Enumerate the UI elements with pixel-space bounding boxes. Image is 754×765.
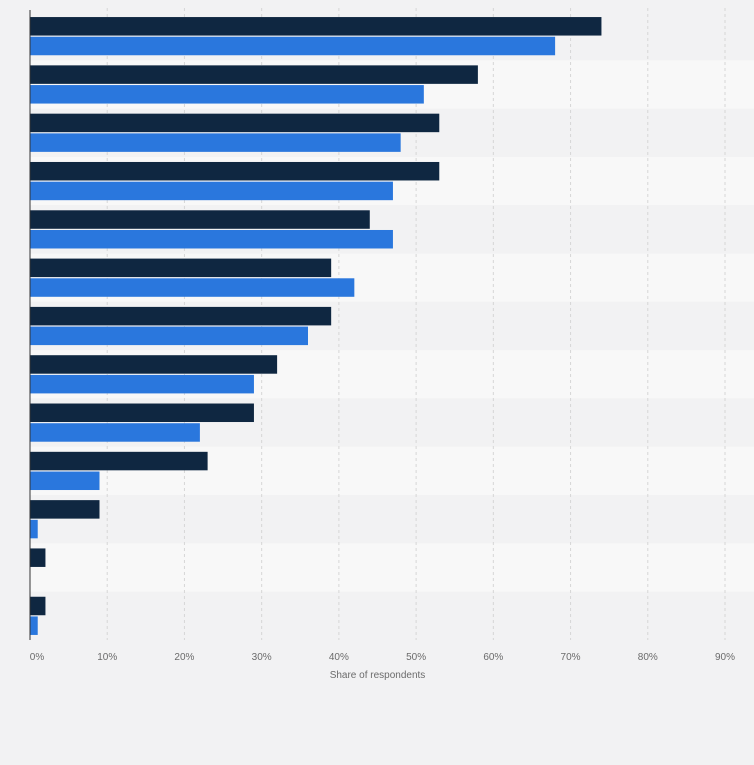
row-band bbox=[30, 495, 754, 544]
bar bbox=[30, 161, 440, 181]
bar bbox=[30, 65, 478, 84]
x-tick-label: 10% bbox=[97, 652, 117, 663]
bars bbox=[30, 17, 602, 635]
bar bbox=[30, 113, 440, 133]
bar bbox=[30, 181, 393, 201]
x-tick-labels: 0% 10% 20% 30% 40% 50% 60% 70% 80% 90% bbox=[30, 652, 735, 663]
bar bbox=[30, 355, 278, 374]
bar bbox=[30, 403, 254, 423]
bar bbox=[30, 471, 100, 491]
bar bbox=[30, 596, 46, 616]
bar bbox=[30, 374, 254, 394]
bar bbox=[30, 306, 332, 326]
bar bbox=[30, 616, 38, 635]
bar bbox=[30, 519, 38, 539]
x-tick-label: 40% bbox=[329, 652, 349, 663]
bar bbox=[30, 210, 370, 229]
bar bbox=[30, 133, 401, 152]
bar bbox=[30, 229, 393, 249]
row-bands bbox=[30, 12, 754, 640]
x-tick-label: 80% bbox=[638, 652, 658, 663]
bar bbox=[30, 423, 200, 442]
x-tick-label: 0% bbox=[30, 652, 45, 663]
row-band bbox=[30, 591, 754, 640]
bar bbox=[30, 17, 602, 36]
x-tick-label: 70% bbox=[561, 652, 581, 663]
row-band bbox=[30, 543, 754, 592]
bar bbox=[30, 548, 46, 567]
bar bbox=[30, 36, 556, 56]
bar bbox=[30, 451, 208, 471]
bar bbox=[30, 278, 355, 297]
x-axis-title: Share of respondents bbox=[330, 670, 426, 681]
x-tick-label: 50% bbox=[406, 652, 426, 663]
bar bbox=[30, 326, 308, 346]
bar bbox=[30, 85, 424, 104]
bar bbox=[30, 500, 100, 519]
x-tick-label: 90% bbox=[715, 652, 735, 663]
x-tick-label: 60% bbox=[483, 652, 503, 663]
bar bbox=[30, 258, 332, 278]
x-tick-label: 20% bbox=[174, 652, 194, 663]
x-tick-label: 30% bbox=[252, 652, 272, 663]
